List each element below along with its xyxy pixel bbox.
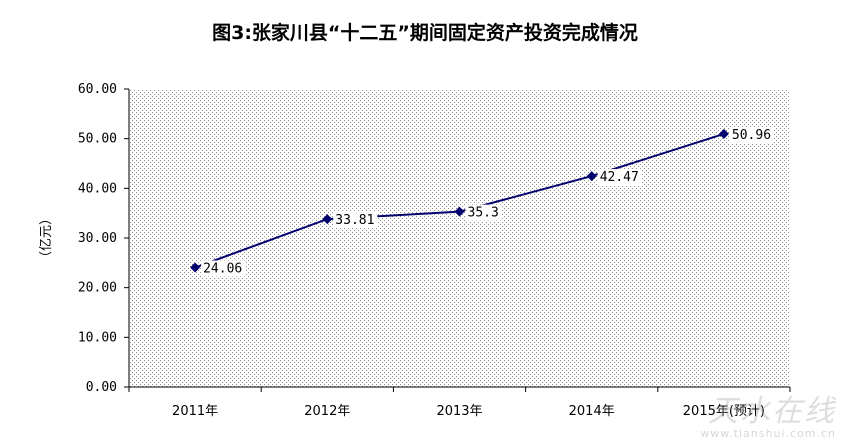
y-tick-label: 50.00 — [78, 132, 117, 147]
data-label-bg — [201, 260, 246, 277]
data-point-marker — [454, 206, 465, 217]
watermark: 天水在线 www.tianshui.com.cn — [700, 394, 836, 441]
plot-area — [129, 89, 790, 387]
x-tick-label: 2012年 — [304, 404, 350, 419]
data-label: 50.96 — [732, 128, 771, 143]
y-ticks: 0.00 10.00 20.00 30.00 40.00 50.00 60.00 — [78, 82, 129, 395]
data-points — [190, 128, 729, 273]
y-tick-label: 40.00 — [78, 181, 117, 196]
y-tick-label: 30.00 — [78, 231, 117, 246]
data-point-marker — [718, 128, 729, 139]
data-point-marker — [586, 171, 597, 182]
data-label-bg — [729, 126, 774, 143]
x-tick-label: 2014年 — [569, 404, 615, 419]
y-axis-label: （亿元） — [39, 212, 54, 264]
y-tick-label: 60.00 — [78, 82, 117, 97]
x-ticks: 2011年 2012年 2013年 2014年 2015年(预计) — [128, 387, 791, 419]
y-tick-label: 0.00 — [86, 380, 117, 395]
y-tick-label: 10.00 — [78, 330, 117, 345]
watermark-url: www.tianshui.com.cn — [700, 427, 836, 440]
data-label: 35.3 — [468, 206, 499, 221]
data-label-bg — [333, 212, 378, 229]
x-tick-label: 2015年(预计) — [683, 404, 765, 419]
watermark-logo: 天水在线 — [708, 394, 836, 429]
y-tick-label: 20.00 — [78, 281, 117, 296]
data-label: 24.06 — [203, 262, 242, 277]
data-point-marker — [190, 262, 201, 273]
data-point-marker — [322, 214, 333, 225]
data-label: 42.47 — [600, 170, 639, 185]
data-label-bg — [465, 204, 502, 221]
data-labels: 24.06 33.81 35.3 42.47 50.96 — [201, 126, 774, 277]
data-label-bg — [597, 169, 642, 186]
chart-title: 图3:张家川县“十二五”期间固定资产投资完成情况 — [212, 22, 638, 44]
data-label: 33.81 — [335, 213, 374, 228]
x-tick-label: 2011年 — [172, 404, 218, 419]
x-tick-label: 2013年 — [436, 404, 482, 419]
